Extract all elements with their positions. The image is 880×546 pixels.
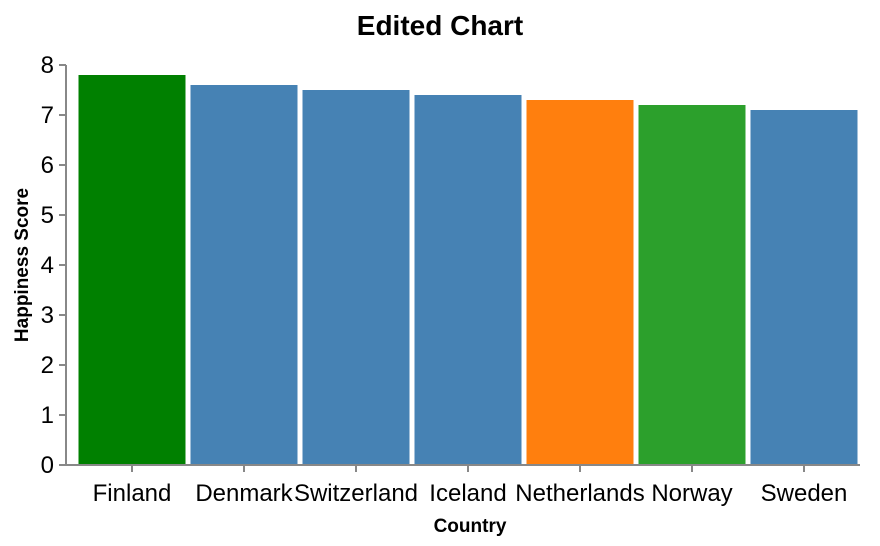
bar-finland [78, 75, 186, 465]
y-tick-label: 0 [41, 452, 54, 479]
bars-group [78, 75, 858, 465]
x-axis: Finland Denmark Switzerland Iceland Netherla… [66, 464, 860, 507]
x-tick-label-netherlands: Netherlands [515, 480, 644, 507]
x-tick-label-switzerland: Switzerland [294, 480, 418, 507]
bar-iceland [414, 95, 522, 465]
y-tick-label: 5 [41, 202, 54, 229]
y-tick-label: 1 [41, 402, 54, 429]
y-tick-label: 6 [41, 152, 54, 179]
y-tick-label: 2 [41, 352, 54, 379]
bar-sweden [750, 110, 858, 465]
x-axis-title: Country [434, 516, 507, 537]
x-tick-label-sweden: Sweden [761, 480, 848, 507]
y-tick-label: 3 [41, 302, 54, 329]
chart-title: Edited Chart [357, 10, 523, 41]
y-axis: 0 1 2 3 4 5 6 7 8 [41, 52, 67, 479]
bar-netherlands [526, 100, 634, 465]
x-tick-label-norway: Norway [651, 480, 732, 507]
bar-denmark [190, 85, 298, 465]
y-tick-label: 7 [41, 102, 54, 129]
x-tick-label-iceland: Iceland [429, 480, 506, 507]
bar-norway [638, 105, 746, 465]
y-tick-label: 8 [41, 52, 54, 79]
bar-switzerland [302, 90, 410, 465]
x-tick-label-finland: Finland [93, 480, 172, 507]
y-tick-label: 4 [41, 252, 54, 279]
x-tick-label-denmark: Denmark [195, 480, 293, 507]
y-axis-title: Happiness Score [12, 188, 33, 342]
